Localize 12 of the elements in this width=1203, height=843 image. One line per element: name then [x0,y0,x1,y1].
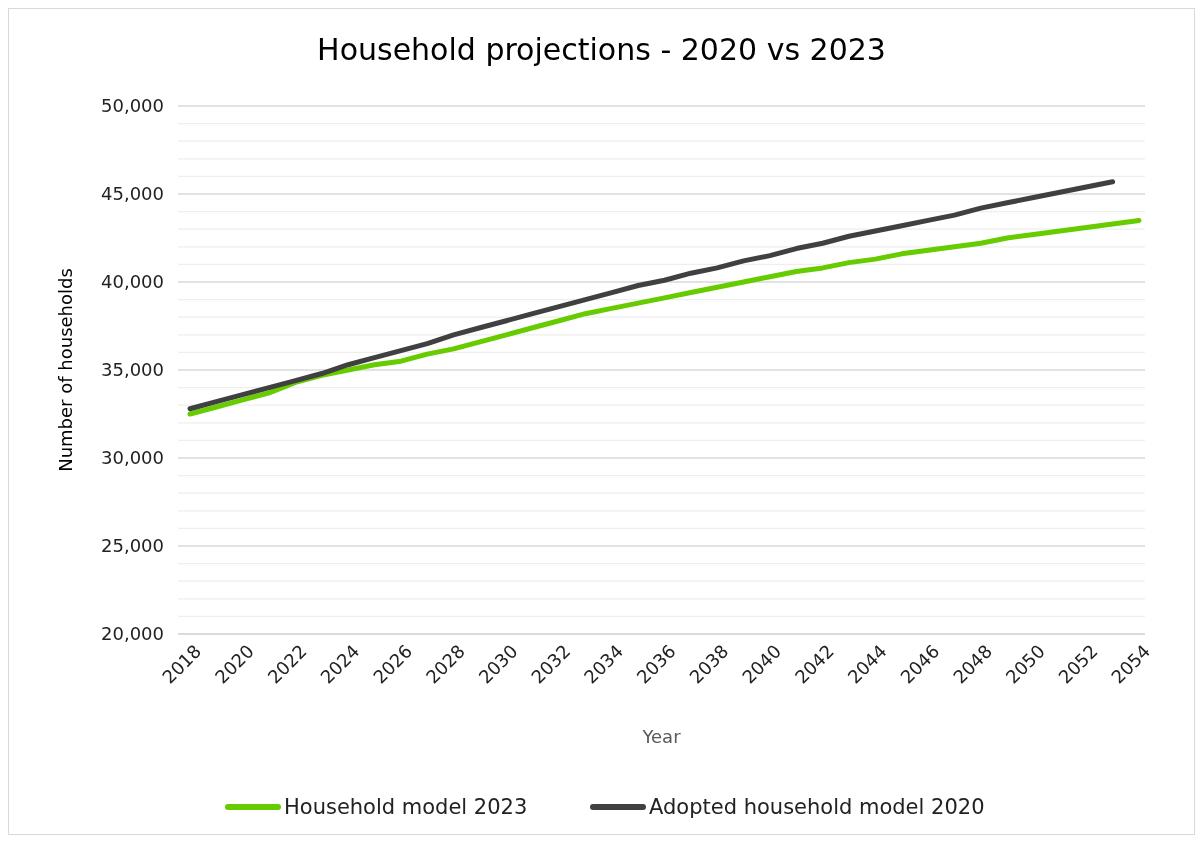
y-tick-label: 40,000 [101,271,164,293]
y-tick-label: 45,000 [101,183,164,205]
chart-title: Household projections - 2020 vs 2023 [317,32,886,67]
y-tick-label: 25,000 [101,535,164,557]
y-axis-title: Number of households [55,268,76,472]
x-axis-title: Year [641,726,682,747]
y-tick-label: 50,000 [101,95,164,117]
y-tick-label: 30,000 [101,447,164,469]
legend-label: Adopted household model 2020 [649,795,985,820]
y-tick-label: 35,000 [101,359,164,381]
legend-label: Household model 2023 [284,795,528,820]
y-tick-label: 20,000 [101,623,164,645]
